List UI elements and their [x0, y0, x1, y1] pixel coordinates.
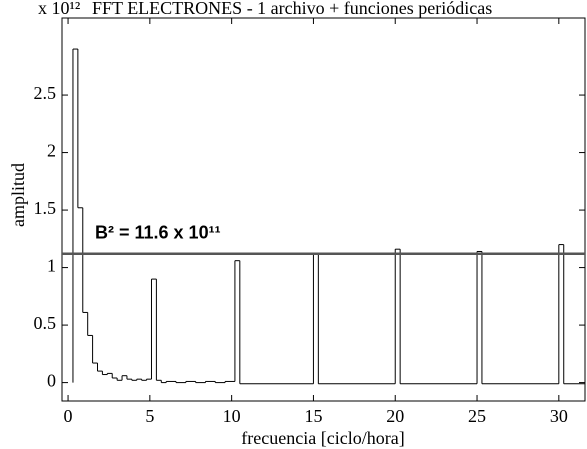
multiplier: x 10¹² [38, 0, 80, 18]
x-tick-label: 5 [145, 406, 154, 426]
y-tick-label: 2 [47, 141, 56, 161]
x-tick-label: 15 [304, 406, 322, 426]
x-tick-label: 0 [64, 406, 73, 426]
chart-title: FFT ELECTRONES - 1 archivo + funciones p… [92, 0, 492, 18]
x-axis-label: frecuencia [ciclo/hora] [241, 428, 404, 448]
y-tick-label: 0 [47, 371, 56, 391]
x-tick-label: 10 [223, 406, 241, 426]
reference-label: B² = 11.6 x 10¹¹ [95, 223, 221, 243]
x-tick-label: 30 [550, 406, 568, 426]
y-tick-label: 2.5 [34, 83, 57, 103]
y-tick-label: 1.5 [34, 198, 57, 218]
y-axis-label: amplitud [8, 163, 28, 227]
x-tick-label: 20 [386, 406, 404, 426]
y-tick-label: 1 [47, 256, 56, 276]
x-tick-label: 25 [468, 406, 486, 426]
y-tick-label: 0.5 [34, 313, 57, 333]
plot-frame [61, 17, 586, 402]
